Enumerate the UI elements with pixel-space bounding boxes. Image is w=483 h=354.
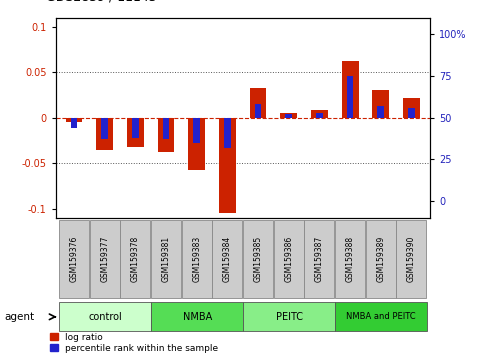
Bar xyxy=(403,98,420,118)
Bar xyxy=(101,118,108,139)
FancyBboxPatch shape xyxy=(335,220,365,298)
FancyBboxPatch shape xyxy=(335,302,427,331)
Bar xyxy=(341,61,358,118)
FancyBboxPatch shape xyxy=(59,220,89,298)
Bar xyxy=(347,76,354,118)
FancyBboxPatch shape xyxy=(90,220,120,298)
Text: GSM159388: GSM159388 xyxy=(346,236,355,282)
Bar xyxy=(219,118,236,213)
FancyBboxPatch shape xyxy=(243,302,335,331)
FancyBboxPatch shape xyxy=(397,220,426,298)
Text: GSM159378: GSM159378 xyxy=(131,236,140,282)
FancyBboxPatch shape xyxy=(243,220,273,298)
Bar xyxy=(163,118,170,139)
Text: NMBA and PEITC: NMBA and PEITC xyxy=(346,312,416,321)
Text: GSM159390: GSM159390 xyxy=(407,236,416,282)
Text: GSM159387: GSM159387 xyxy=(315,236,324,282)
Text: GDS2839 / 11143: GDS2839 / 11143 xyxy=(46,0,156,4)
Text: GSM159381: GSM159381 xyxy=(161,236,170,282)
Legend: log ratio, percentile rank within the sample: log ratio, percentile rank within the sa… xyxy=(50,333,218,353)
Bar xyxy=(224,118,231,148)
Bar xyxy=(372,90,389,118)
FancyBboxPatch shape xyxy=(213,220,242,298)
Text: GSM159377: GSM159377 xyxy=(100,236,109,282)
Bar xyxy=(127,118,144,147)
Bar xyxy=(408,108,415,118)
Bar xyxy=(316,113,323,118)
Bar xyxy=(285,114,292,118)
Bar xyxy=(250,88,267,118)
Text: PEITC: PEITC xyxy=(276,312,303,322)
Text: GSM159386: GSM159386 xyxy=(284,236,293,282)
Text: agent: agent xyxy=(5,312,35,322)
FancyBboxPatch shape xyxy=(151,220,181,298)
Bar xyxy=(280,113,297,118)
Bar xyxy=(377,106,384,118)
Bar xyxy=(157,118,174,152)
FancyBboxPatch shape xyxy=(366,220,396,298)
FancyBboxPatch shape xyxy=(120,220,150,298)
Text: GSM159384: GSM159384 xyxy=(223,236,232,282)
Bar xyxy=(255,104,261,118)
Text: GSM159376: GSM159376 xyxy=(70,236,78,282)
Text: GSM159389: GSM159389 xyxy=(376,236,385,282)
FancyBboxPatch shape xyxy=(274,220,304,298)
Text: GSM159383: GSM159383 xyxy=(192,236,201,282)
Bar xyxy=(66,118,83,122)
Bar xyxy=(188,118,205,170)
FancyBboxPatch shape xyxy=(59,302,151,331)
Text: NMBA: NMBA xyxy=(183,312,212,322)
Bar xyxy=(311,110,328,118)
Text: GSM159385: GSM159385 xyxy=(254,236,263,282)
Bar xyxy=(96,118,113,149)
FancyBboxPatch shape xyxy=(304,220,334,298)
Bar xyxy=(193,118,200,143)
Text: control: control xyxy=(88,312,122,322)
FancyBboxPatch shape xyxy=(182,220,212,298)
FancyBboxPatch shape xyxy=(151,302,243,331)
Bar xyxy=(132,118,139,138)
Bar xyxy=(71,118,77,128)
